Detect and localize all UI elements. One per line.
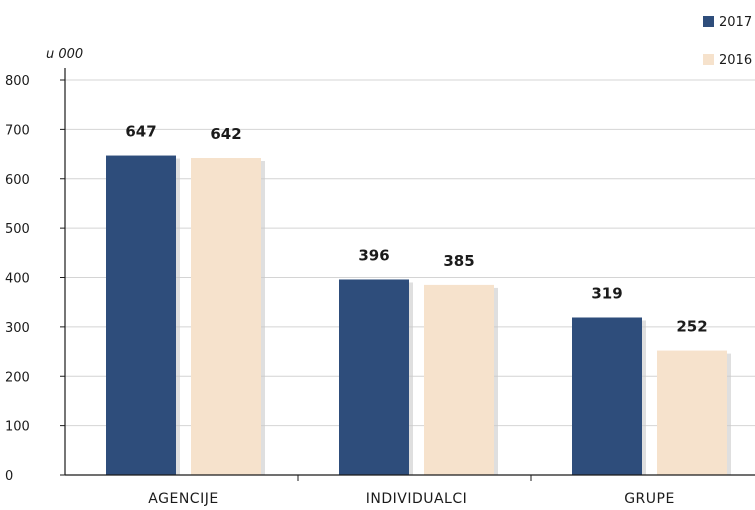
bar-2017-grupe: [572, 317, 642, 475]
y-tick-label: 600: [5, 173, 30, 188]
legend-swatch-2017: [703, 16, 714, 27]
data-label: 385: [443, 252, 474, 270]
x-tick-label: AGENCIJE: [148, 491, 218, 507]
data-label: 642: [210, 125, 241, 143]
bar-2017-agencije: [106, 155, 176, 475]
y-tick-label: 800: [5, 74, 30, 89]
y-tick-label: 200: [5, 370, 30, 385]
y-tick-label: 300: [5, 321, 30, 336]
bar-2017-individualci: [339, 279, 409, 475]
bars: [106, 155, 731, 475]
bar-2016-grupe: [657, 350, 727, 475]
legend: 2017 2016: [703, 15, 752, 68]
y-axis-unit-label: u 000: [46, 47, 83, 62]
legend-label-2017: 2017: [719, 15, 752, 30]
legend-label-2016: 2016: [719, 53, 752, 68]
y-tick-label: 700: [5, 123, 30, 138]
bar-2016-agencije: [191, 158, 261, 475]
x-tick-label: GRUPE: [624, 491, 675, 507]
data-label: 319: [591, 284, 622, 302]
y-tick-label: 0: [5, 469, 13, 484]
bar-2016-individualci: [424, 284, 494, 475]
data-label: 396: [358, 246, 389, 264]
y-tick-label: 100: [5, 420, 30, 435]
data-label: 252: [676, 318, 707, 336]
y-tick-label: 400: [5, 272, 30, 287]
data-label: 647: [125, 123, 156, 141]
legend-swatch-2016: [703, 54, 714, 65]
axes: [60, 68, 755, 481]
x-tick-label: INDIVIDUALCI: [366, 491, 468, 507]
labels: 0 100 200 300 400 500 600 700 800 647 642 AGENCIJE 3…: [5, 74, 708, 507]
y-tick-label: 500: [5, 222, 30, 237]
